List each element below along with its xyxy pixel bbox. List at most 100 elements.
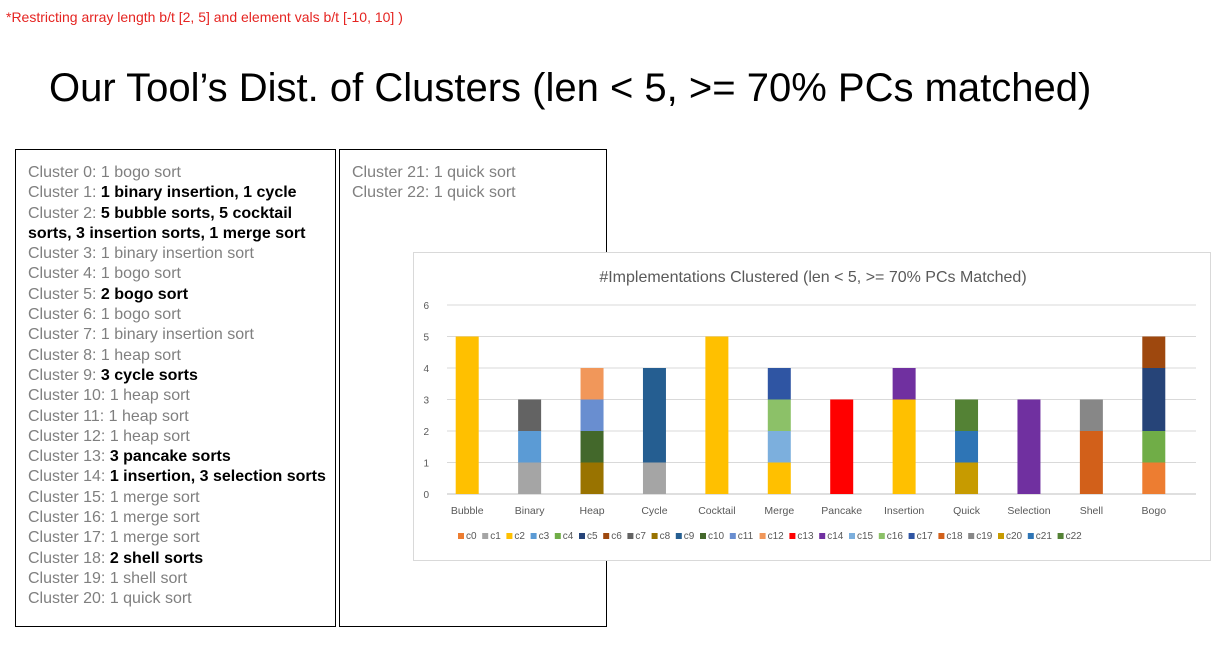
- x-tick-label: Bogo: [1142, 505, 1167, 517]
- cluster-members: 1 heap sort: [100, 346, 181, 364]
- cluster-members: 1 heap sort: [109, 387, 190, 405]
- legend-label-c6: c6: [611, 531, 622, 542]
- bar-segment-c19: [1079, 399, 1103, 431]
- bar-segment-c5: [1142, 368, 1166, 431]
- bar-segment-c14: [1017, 399, 1041, 494]
- legend-label-c4: c4: [563, 531, 574, 542]
- legend-swatch-c22: [1057, 533, 1064, 539]
- legend-label-c11: c11: [738, 531, 754, 542]
- cluster-label: Cluster 17:: [28, 529, 110, 547]
- legend-swatch-c18: [938, 533, 945, 539]
- bar-segment-c22: [955, 399, 979, 431]
- cluster-members: 2 bogo sort: [100, 285, 189, 303]
- legend-label-c9: c9: [684, 531, 695, 542]
- cluster-label: Cluster 14:: [28, 468, 110, 486]
- cluster-label: Cluster 22:: [352, 184, 434, 202]
- cluster-line: Cluster 9: 3 cycle sorts: [28, 366, 335, 386]
- cluster-line: Cluster 2: 5 bubble sorts, 5 cocktail so…: [28, 204, 335, 245]
- cluster-members: 1 merge sort: [109, 488, 200, 506]
- bar-segment-c8: [580, 462, 604, 494]
- legend-label-c16: c16: [887, 531, 904, 542]
- cluster-members: 1 merge sort: [109, 509, 200, 527]
- legend-swatch-c10: [700, 533, 706, 539]
- legend-swatch-c0: [458, 533, 464, 539]
- restriction-note: *Restricting array length b/t [2, 5] and…: [6, 9, 403, 25]
- x-tick-label: Cycle: [641, 505, 667, 517]
- y-tick-label: 2: [423, 427, 429, 438]
- cluster-line: Cluster 21: 1 quick sort: [352, 163, 606, 183]
- cluster-label: Cluster 18:: [28, 549, 110, 567]
- legend-label-c0: c0: [466, 531, 477, 542]
- cluster-label: Cluster 6:: [28, 306, 101, 324]
- y-tick-label: 6: [423, 301, 429, 312]
- cluster-line: Cluster 3: 1 binary insertion sort: [28, 244, 335, 264]
- cluster-label: Cluster 7:: [28, 326, 101, 344]
- legend-label-c20: c20: [1006, 531, 1023, 542]
- cluster-label: Cluster 2:: [28, 204, 101, 222]
- legend-swatch-c19: [968, 533, 975, 539]
- legend-label-c7: c7: [635, 531, 646, 542]
- legend-swatch-c1: [482, 533, 489, 539]
- cluster-members: 1 shell sort: [109, 569, 188, 587]
- cluster-members: 1 quick sort: [109, 590, 192, 608]
- y-tick-label: 0: [423, 490, 429, 501]
- bar-segment-c11: [580, 399, 604, 431]
- bar-segment-c2: [892, 399, 916, 494]
- cluster-line: Cluster 1: 1 binary insertion, 1 cycle: [28, 183, 335, 203]
- cluster-line: Cluster 6: 1 bogo sort: [28, 305, 335, 325]
- cluster-line: Cluster 17: 1 merge sort: [28, 528, 335, 548]
- cluster-label: Cluster 5:: [28, 285, 101, 303]
- bar-segment-c2: [767, 462, 791, 494]
- legend-swatch-c8: [651, 533, 658, 539]
- legend-label-c15: c15: [857, 531, 874, 542]
- cluster-label: Cluster 4:: [28, 265, 101, 283]
- cluster-label: Cluster 20:: [28, 590, 110, 608]
- x-tick-label: Bubble: [451, 505, 484, 517]
- legend-label-c22: c22: [1066, 531, 1083, 542]
- cluster-label: Cluster 12:: [28, 427, 110, 445]
- legend-swatch-c20: [998, 533, 1004, 539]
- legend-swatch-c14: [819, 533, 826, 539]
- legend-swatch-c9: [675, 533, 682, 539]
- legend-label-c14: c14: [827, 531, 844, 542]
- bar-segment-c17: [767, 368, 791, 400]
- cluster-members: 1 quick sort: [433, 184, 516, 202]
- cluster-label: Cluster 3:: [28, 245, 101, 263]
- legend-swatch-c6: [603, 533, 610, 539]
- legend-label-c12: c12: [768, 531, 785, 542]
- cluster-label: Cluster 21:: [352, 164, 434, 181]
- cluster-members: 3 cycle sorts: [100, 366, 198, 384]
- bar-segment-c14: [892, 368, 916, 400]
- bar-segment-c16: [767, 399, 791, 431]
- cluster-members: 5 bubble sorts, 5 cocktail sorts, 3 inse…: [28, 204, 306, 242]
- stacked-bar-chart: #Implementations Clustered (len < 5, >= …: [413, 252, 1211, 561]
- cluster-label: Cluster 8:: [28, 346, 101, 364]
- cluster-members: 1 bogo sort: [100, 265, 181, 283]
- bar-segment-c6: [1142, 336, 1166, 368]
- legend-label-c1: c1: [490, 531, 501, 542]
- x-tick-label: Binary: [515, 505, 546, 517]
- cluster-line: Cluster 11: 1 heap sort: [28, 407, 335, 427]
- legend-swatch-c21: [1027, 533, 1034, 539]
- cluster-line: Cluster 18: 2 shell sorts: [28, 549, 335, 569]
- cluster-members: 2 shell sorts: [109, 549, 204, 567]
- cluster-members: 1 merge sort: [109, 529, 200, 547]
- legend-label-c18: c18: [946, 531, 963, 542]
- chart-title: #Implementations Clustered (len < 5, >= …: [599, 269, 1026, 286]
- y-tick-label: 3: [423, 396, 429, 407]
- cluster-label: Cluster 9:: [28, 366, 101, 384]
- bar-segment-c4: [1142, 431, 1166, 463]
- legend-swatch-c12: [759, 533, 766, 539]
- bar-segment-c20: [955, 462, 979, 494]
- x-tick-label: Insertion: [884, 505, 924, 517]
- y-tick-label: 1: [423, 459, 429, 470]
- x-tick-label: Quick: [953, 505, 981, 517]
- bar-segment-c2: [455, 336, 479, 494]
- bar-segment-c1: [518, 462, 542, 494]
- x-tick-label: Cocktail: [698, 505, 735, 517]
- bar-segment-c3: [518, 431, 542, 463]
- legend-swatch-c13: [789, 533, 796, 539]
- cluster-line: Cluster 22: 1 quick sort: [352, 183, 606, 203]
- cluster-label: Cluster 15:: [28, 488, 110, 506]
- bar-segment-c18: [1079, 431, 1103, 494]
